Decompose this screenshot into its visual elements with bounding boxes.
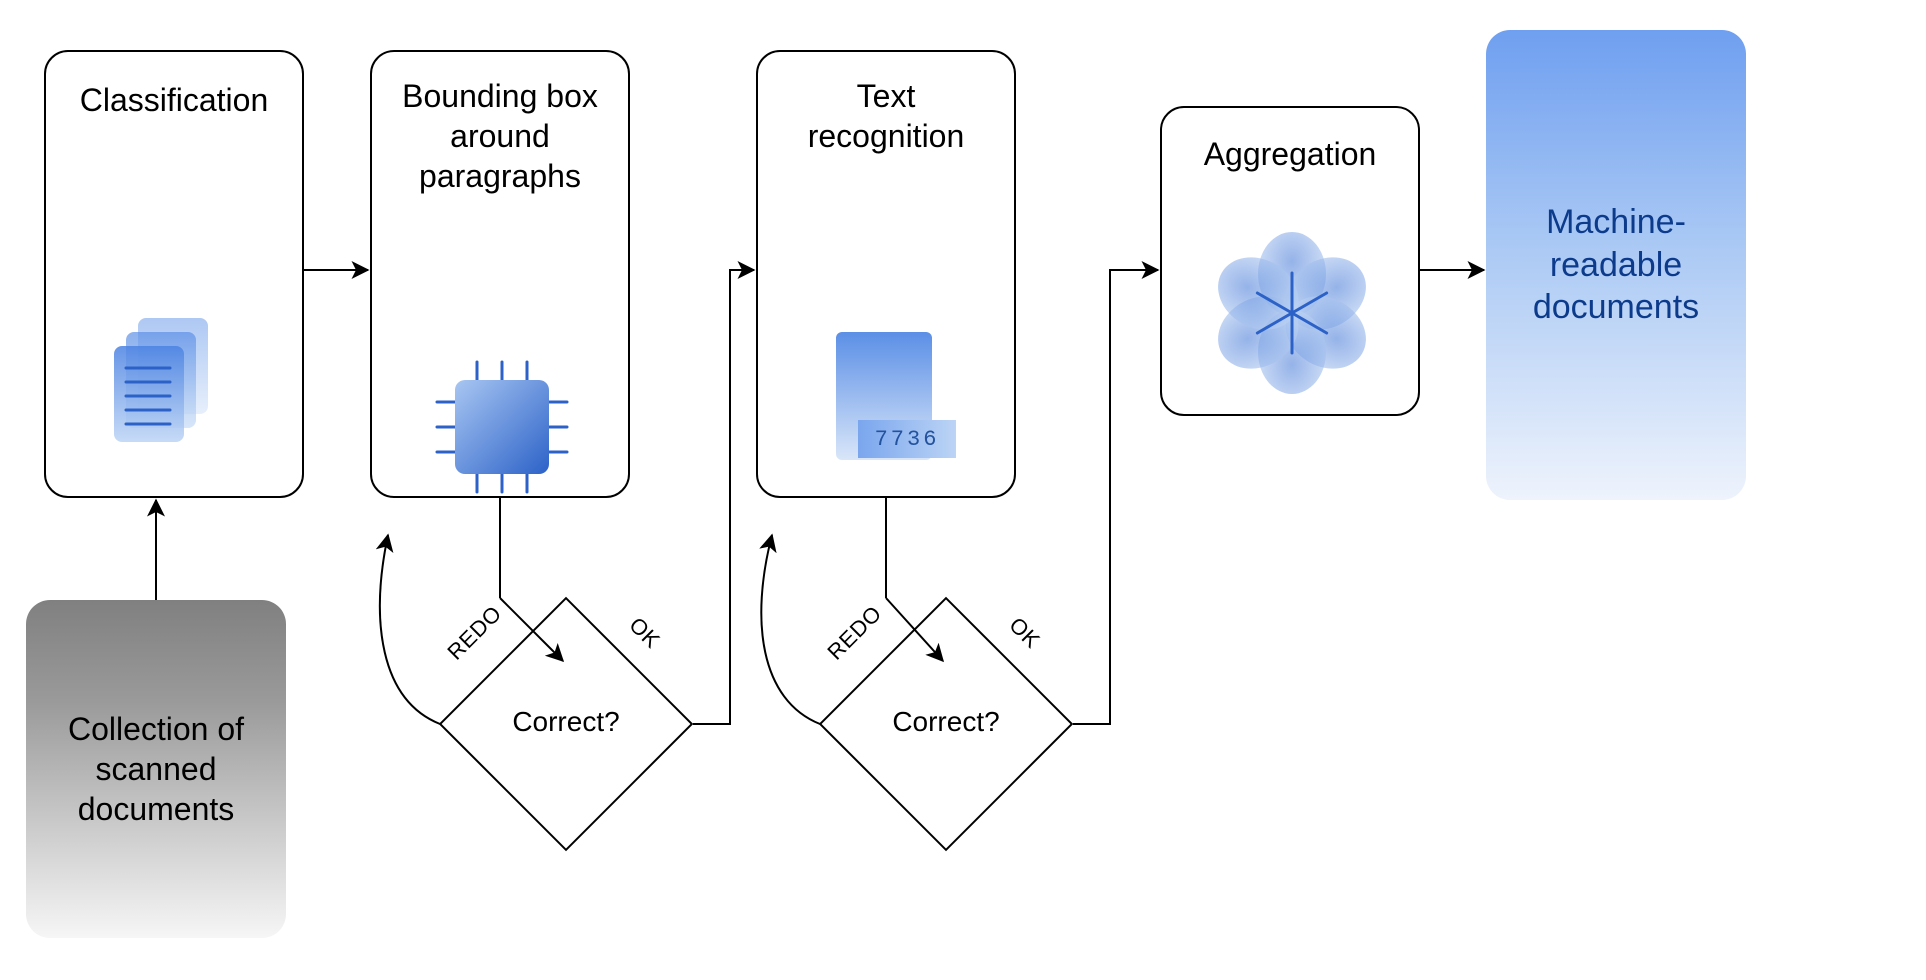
chip-icon <box>417 342 587 512</box>
node-text: Text recognition 7736 <box>756 50 1016 498</box>
edge-label-ok-1: OK <box>624 612 666 654</box>
node-output: Machine-readable documents <box>1486 30 1746 500</box>
node-classification: Classification <box>44 50 304 498</box>
decision-2-label: Correct? <box>856 706 1036 738</box>
edge-label-ok-2: OK <box>1004 612 1046 654</box>
ocr-icon: 7736 <box>828 332 958 492</box>
node-input: Collection of scanned documents <box>26 600 286 938</box>
flower-icon <box>1207 228 1377 398</box>
decision-1-label: Correct? <box>476 706 656 738</box>
node-aggregation-label: Aggregation <box>1162 134 1418 174</box>
node-bounding-label: Bounding box around paragraphs <box>372 76 628 196</box>
edge-label-redo-1: REDO <box>442 601 507 666</box>
node-aggregation: Aggregation <box>1160 106 1420 416</box>
node-text-label: Text recognition <box>758 76 1014 156</box>
node-classification-label: Classification <box>46 80 302 120</box>
node-input-label: Collection of scanned documents <box>50 709 262 829</box>
node-output-label: Machine-readable documents <box>1510 201 1722 329</box>
ocr-icon-value: 7736 <box>858 420 956 458</box>
node-bounding: Bounding box around paragraphs <box>370 50 630 498</box>
edge-label-redo-2: REDO <box>822 601 887 666</box>
documents-icon <box>96 306 256 466</box>
